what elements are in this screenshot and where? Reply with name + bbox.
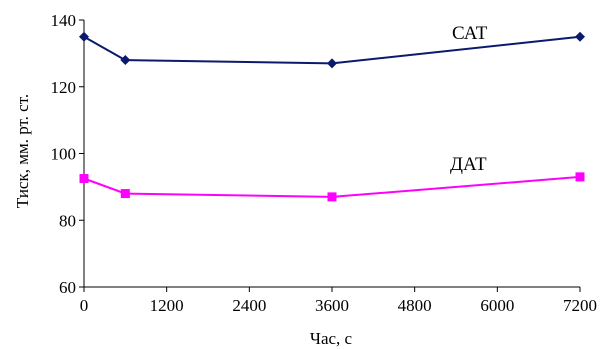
data-point-diamond [575, 31, 585, 42]
y-tick-label: 120 [51, 78, 77, 97]
x-axis-title: Час, с [310, 329, 353, 348]
series-label: САТ [452, 23, 488, 44]
data-point-square [575, 172, 585, 182]
x-tick-label: 0 [80, 296, 89, 315]
data-point-diamond [327, 58, 337, 69]
series-line [83, 175, 581, 198]
x-tick-label: 1200 [150, 296, 184, 315]
series-label: ДАТ [450, 154, 487, 175]
y-tick-label: 80 [59, 211, 76, 230]
y-axis-title: Тиск, мм. рт. ст. [13, 94, 32, 208]
axis-ticks: 60 80 100 120 140 0 1200 2400 3600 4800 6000 7200 [51, 11, 598, 315]
data-point-diamond [79, 31, 89, 42]
y-tick-label: 100 [51, 145, 77, 164]
data-point-square [120, 189, 130, 199]
data-point-square [327, 192, 337, 202]
x-tick-label: 6000 [480, 296, 514, 315]
series-group [79, 31, 585, 202]
y-tick-label: 60 [59, 278, 76, 297]
x-tick-label: 7200 [563, 296, 597, 315]
x-tick-label: 4800 [398, 296, 432, 315]
x-tick-label: 3600 [315, 296, 349, 315]
series-2 [79, 172, 585, 202]
data-point-square [79, 174, 89, 184]
series-labels: САТ ДАТ [450, 23, 488, 175]
series-line [83, 35, 581, 65]
data-point-diamond [120, 55, 131, 66]
x-tick-label: 2400 [232, 296, 266, 315]
y-tick-label: 140 [51, 11, 77, 30]
series-1 [79, 31, 585, 69]
